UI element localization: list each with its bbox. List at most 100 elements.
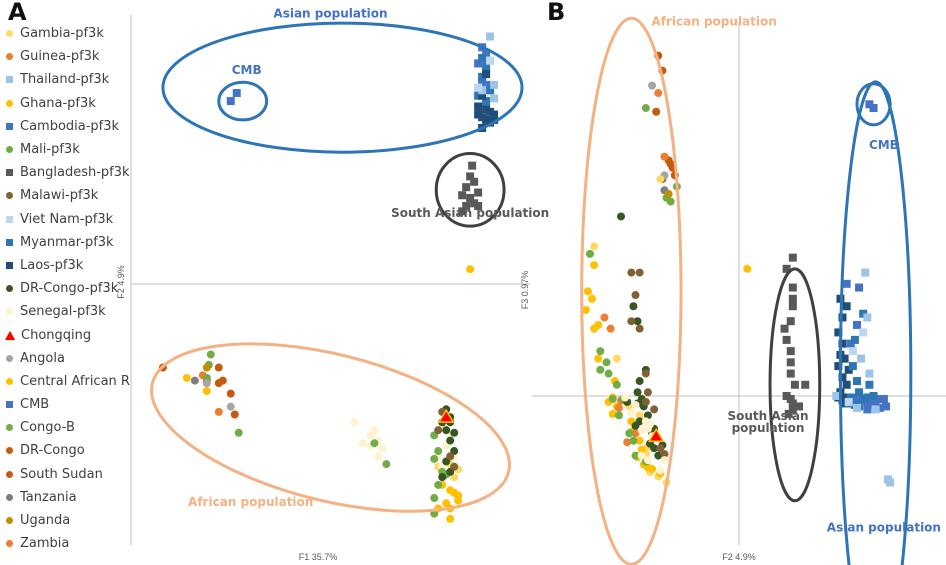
data-point-malawi-pf3k bbox=[635, 324, 644, 333]
data-point-thailand-pf3k bbox=[871, 405, 880, 414]
legend-marker-triangle-icon bbox=[5, 330, 15, 340]
legend-label: Thailand-pf3k bbox=[20, 72, 110, 88]
data-point-malawi-pf3k bbox=[650, 405, 659, 414]
legend-marker-square-icon bbox=[6, 215, 13, 223]
data-point-bangladesh-pf3k bbox=[786, 394, 795, 403]
data-point-cmb bbox=[232, 89, 241, 98]
data-point-cmb bbox=[869, 104, 878, 113]
data-point-bangladesh-pf3k bbox=[788, 405, 797, 414]
legend-marker-circle-icon bbox=[6, 285, 13, 293]
annotation-south-asian-population-a: South Asian population bbox=[391, 206, 549, 220]
legend-label: Laos-pf3k bbox=[20, 257, 84, 273]
data-point-cambodia-pf3k bbox=[852, 320, 861, 329]
data-point-mali-pf3k bbox=[596, 365, 605, 374]
data-point-bangladesh-pf3k bbox=[784, 409, 793, 418]
legend-marker-circle-icon bbox=[6, 53, 13, 61]
data-point-malawi-pf3k bbox=[635, 268, 644, 277]
data-point-cambodia-pf3k bbox=[478, 78, 487, 87]
y-axis-label-b: F3 0.97% bbox=[520, 271, 530, 310]
cluster-ellipse-african-a bbox=[150, 342, 511, 513]
data-point-south-sudan bbox=[214, 379, 223, 388]
data-point-myanmar-pf3k bbox=[846, 393, 855, 402]
data-point-congo-b bbox=[666, 197, 675, 206]
data-point-angola bbox=[202, 379, 211, 388]
data-point-mali-pf3k bbox=[430, 494, 439, 503]
legend-item: Gambia-pf3k bbox=[4, 22, 132, 45]
data-point-congo-b bbox=[234, 428, 243, 437]
data-point-gambia-pf3k bbox=[612, 354, 621, 363]
data-point-senegal-pf3k bbox=[637, 426, 646, 435]
legend-item: Cambodia-pf3k bbox=[4, 115, 132, 138]
legend-marker-circle-icon bbox=[6, 470, 13, 478]
data-point-thailand-pf3k bbox=[490, 94, 499, 103]
data-point-senegal-pf3k bbox=[660, 456, 669, 465]
data-point-malawi-pf3k bbox=[450, 462, 459, 471]
data-point-thailand-pf3k bbox=[852, 403, 861, 412]
data-point-cambodia-pf3k bbox=[875, 403, 884, 412]
data-point-laos-pf3k bbox=[478, 91, 487, 100]
data-point-myanmar-pf3k bbox=[859, 394, 868, 403]
data-point-myanmar-pf3k bbox=[482, 62, 491, 71]
data-point-guinea-pf3k bbox=[600, 313, 609, 322]
data-point-bangladesh-pf3k bbox=[786, 317, 795, 326]
data-point-cambodia-pf3k bbox=[850, 393, 859, 402]
data-point-bangladesh-pf3k bbox=[458, 207, 467, 216]
data-point-senegal-pf3k bbox=[637, 451, 646, 460]
data-point-ghana-pf3k bbox=[648, 465, 657, 474]
data-point-senegal-pf3k bbox=[643, 424, 652, 433]
data-point-thailand-pf3k bbox=[832, 392, 841, 400]
legend-marker-square-icon bbox=[6, 401, 13, 409]
data-point-bangladesh-pf3k bbox=[782, 392, 791, 400]
data-point-ghana-pf3k bbox=[583, 287, 592, 296]
data-point-bangladesh-pf3k bbox=[786, 358, 795, 367]
legend-item: Myanmar-pf3k bbox=[4, 231, 132, 254]
data-point-central-african-r bbox=[466, 265, 475, 274]
data-point-myanmar-pf3k bbox=[478, 54, 487, 63]
data-point-mali-pf3k bbox=[602, 358, 611, 367]
legend-label: Gambia-pf3k bbox=[20, 26, 104, 42]
data-point-mali-pf3k bbox=[434, 480, 443, 489]
data-point-mali-pf3k bbox=[434, 447, 443, 456]
data-point-mali-pf3k bbox=[629, 436, 638, 445]
cluster-ellipse-cmb-a bbox=[217, 80, 269, 122]
legend-label: Senegal-pf3k bbox=[20, 304, 106, 320]
data-point-mali-pf3k bbox=[625, 429, 634, 438]
data-point-bangladesh-pf3k bbox=[788, 302, 797, 311]
data-point-ghana-pf3k bbox=[446, 514, 455, 523]
data-point-senegal-pf3k bbox=[350, 418, 359, 427]
data-point-thailand-pf3k bbox=[863, 313, 872, 322]
data-point-uganda bbox=[664, 190, 673, 199]
legend-label: Congo-B bbox=[20, 420, 75, 436]
data-point-cambodia-pf3k bbox=[863, 400, 872, 409]
data-point-laos-pf3k bbox=[474, 102, 483, 111]
data-point-bangladesh-pf3k bbox=[788, 283, 797, 292]
data-point-mali-pf3k bbox=[604, 369, 613, 378]
data-point-laos-pf3k bbox=[490, 115, 499, 124]
legend-label: Uganda bbox=[20, 513, 71, 529]
data-point-guinea-pf3k bbox=[606, 324, 615, 333]
data-point-chongqing bbox=[647, 427, 665, 442]
annotation-african-population-a: African population bbox=[188, 495, 313, 509]
data-point-laos-pf3k bbox=[844, 365, 853, 374]
legend-item: Viet Nam-pf3k bbox=[4, 208, 132, 231]
data-point-thailand-pf3k bbox=[865, 369, 874, 378]
data-point-laos-pf3k bbox=[490, 110, 499, 119]
data-point-laos-pf3k bbox=[842, 380, 851, 389]
data-point-myanmar-pf3k bbox=[848, 362, 857, 371]
data-point-malawi-pf3k bbox=[627, 317, 636, 326]
data-point-bangladesh-pf3k bbox=[795, 402, 804, 411]
data-point-laos-pf3k bbox=[840, 354, 849, 363]
data-point-senegal-pf3k bbox=[370, 426, 379, 435]
data-point-bangladesh-pf3k bbox=[474, 188, 483, 197]
legend-item: Thailand-pf3k bbox=[4, 68, 132, 91]
data-point-guinea-pf3k bbox=[631, 429, 640, 438]
data-point-mali-pf3k bbox=[612, 380, 621, 389]
data-point-cambodia-pf3k bbox=[863, 405, 872, 414]
data-point-bangladesh-pf3k bbox=[782, 335, 791, 344]
data-point-tanzania bbox=[190, 376, 199, 385]
data-point-ghana-pf3k bbox=[454, 496, 463, 505]
data-point-dr-congo-pf3k bbox=[450, 428, 459, 437]
legend-marker-circle-icon bbox=[6, 493, 13, 501]
cluster-ellipse-south-asian-a bbox=[434, 152, 506, 228]
